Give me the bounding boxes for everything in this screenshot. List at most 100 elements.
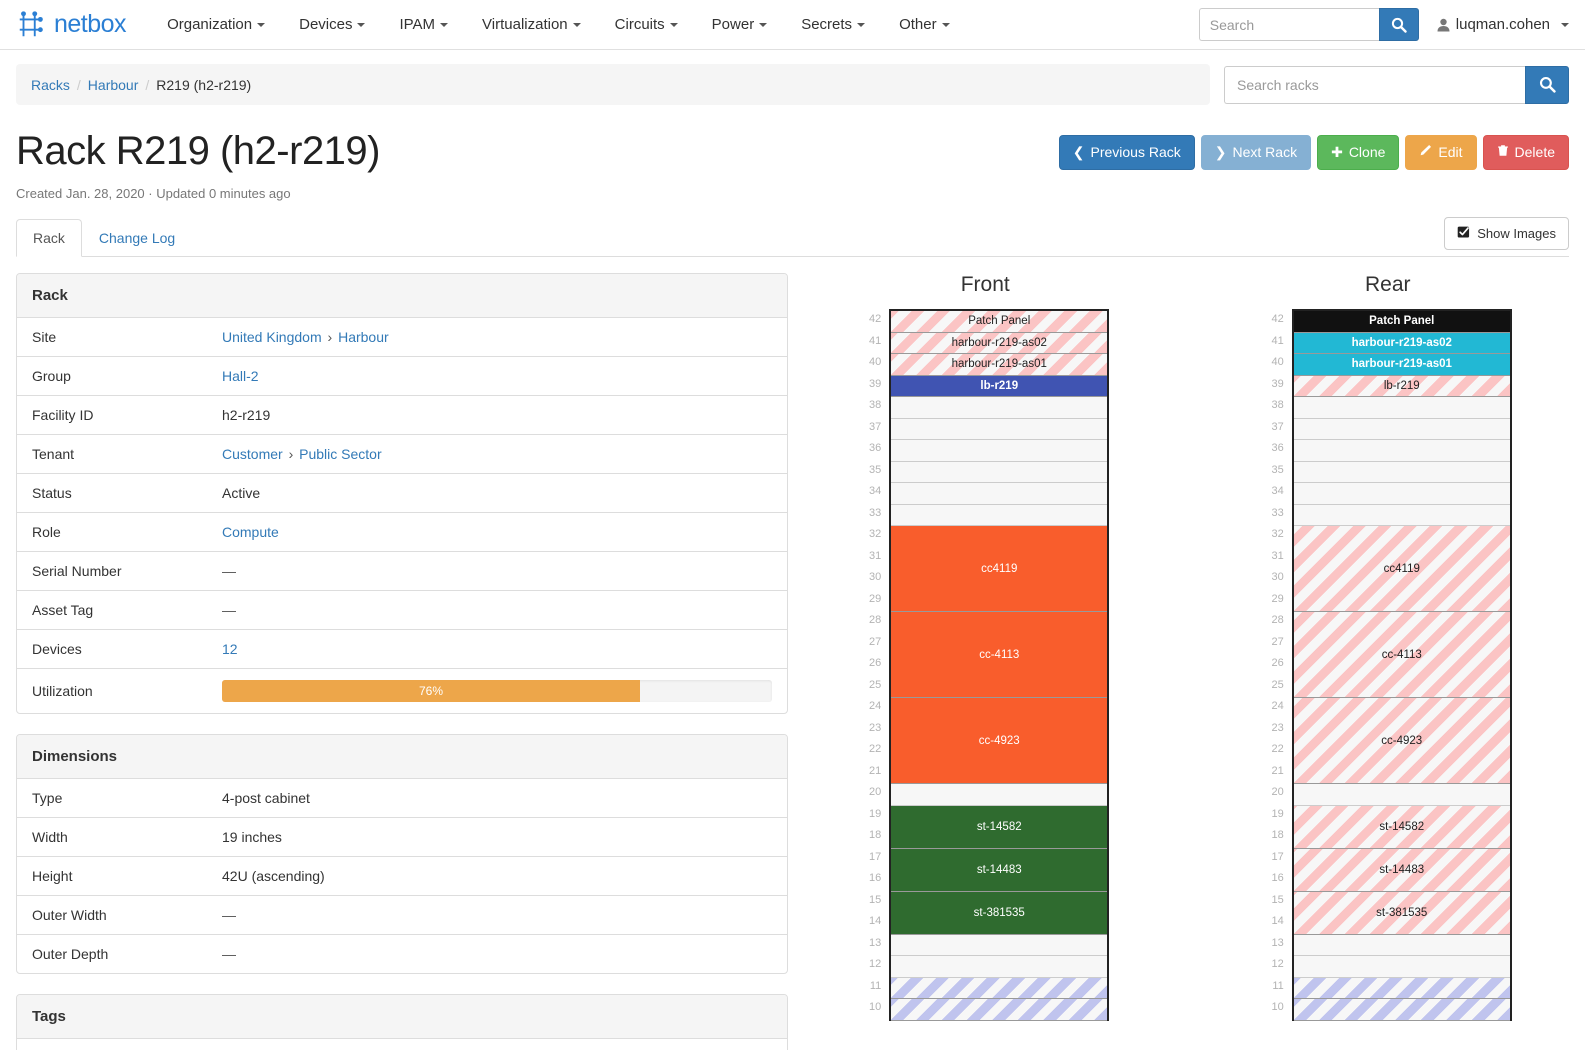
table-row: Serial Number —: [17, 551, 787, 591]
rack-unit-empty[interactable]: [1293, 418, 1510, 440]
row-value: Hall-2: [207, 356, 787, 396]
rack-device-slot[interactable]: [1293, 999, 1510, 1021]
show-images-button[interactable]: Show Images: [1444, 217, 1569, 250]
top-navbar: netbox Organization Devices IPAM Virtual…: [0, 0, 1585, 50]
clone-button[interactable]: ✚ Clone: [1317, 135, 1400, 170]
tags-panel-heading: Tags: [17, 995, 787, 1039]
global-search-input[interactable]: [1198, 8, 1379, 41]
rack-unit-empty[interactable]: [891, 397, 1108, 419]
rack-device-label: cc4119: [981, 562, 1018, 575]
rack-device-slot[interactable]: cc-4923: [1293, 698, 1510, 784]
delete-label: Delete: [1514, 144, 1555, 160]
search-icon: [1539, 76, 1556, 93]
rack-device-slot[interactable]: lb-r219: [891, 375, 1108, 397]
tab-rack[interactable]: Rack: [16, 219, 82, 257]
rack-device-slot[interactable]: Patch Panel: [1293, 311, 1510, 333]
user-menu[interactable]: luqman.cohen: [1437, 16, 1569, 33]
rack-device-slot[interactable]: st-14582: [891, 805, 1108, 849]
rack-unit-empty[interactable]: [891, 956, 1108, 978]
devices-count-link[interactable]: 12: [222, 641, 238, 657]
rack-unit-empty[interactable]: [891, 440, 1108, 462]
rack-unit-empty[interactable]: [891, 784, 1108, 806]
rack-device-slot[interactable]: lb-r219: [1293, 375, 1510, 397]
group-link[interactable]: Hall-2: [222, 368, 259, 384]
rack-device-slot[interactable]: st-14483: [1293, 848, 1510, 892]
rack-device-slot[interactable]: harbour-r219-as02: [891, 332, 1108, 354]
rack-device-slot[interactable]: cc-4113: [891, 612, 1108, 698]
rack-unit-empty[interactable]: [891, 934, 1108, 956]
nav-item-circuits[interactable]: Circuits: [598, 8, 695, 41]
rack-device-slot[interactable]: cc4119: [1293, 526, 1510, 612]
rack-device-slot[interactable]: st-14582: [1293, 805, 1510, 849]
nav-item-other[interactable]: Other: [882, 8, 967, 41]
rack-search-button[interactable]: [1525, 65, 1569, 104]
site-region-link[interactable]: United Kingdom: [222, 329, 322, 345]
nav-item-virtualization[interactable]: Virtualization: [465, 8, 598, 41]
table-row: Outer Depth —: [17, 934, 787, 973]
brand-logo-link[interactable]: netbox: [16, 10, 127, 40]
tab-change-log[interactable]: Change Log: [98, 230, 176, 246]
rack-device-slot[interactable]: [891, 977, 1108, 999]
rack-unit-empty[interactable]: [891, 504, 1108, 526]
tags-panel: Tags No tags assigned: [16, 994, 788, 1050]
site-link[interactable]: Harbour: [338, 329, 389, 345]
rack-unit-empty[interactable]: [891, 483, 1108, 505]
breadcrumb-site[interactable]: Harbour: [87, 76, 139, 93]
rack-unit-empty[interactable]: [1293, 461, 1510, 483]
edit-button[interactable]: Edit: [1405, 135, 1477, 170]
rack-device-slot[interactable]: cc-4923: [891, 698, 1108, 784]
nav-item-devices[interactable]: Devices: [282, 8, 382, 41]
rack-device-slot[interactable]: harbour-r219-as01: [1293, 354, 1510, 376]
rack-unit-number: 18: [1271, 829, 1284, 841]
rack-unit-empty[interactable]: [1293, 934, 1510, 956]
tenant-group-link[interactable]: Customer: [222, 446, 283, 462]
global-search: [1198, 8, 1419, 41]
edit-label: Edit: [1438, 144, 1463, 160]
rack-unit-empty[interactable]: [1293, 504, 1510, 526]
nav-item-power[interactable]: Power: [695, 8, 785, 41]
nav-item-organization[interactable]: Organization: [150, 8, 282, 41]
breadcrumb-racks[interactable]: Racks: [31, 76, 70, 93]
rack-device-slot[interactable]: harbour-r219-as02: [1293, 332, 1510, 354]
rack-unit-number: 20: [1271, 786, 1284, 798]
row-value: Compute: [207, 512, 787, 552]
rack-device-label: cc-4113: [1381, 648, 1422, 661]
next-rack-button[interactable]: ❯ Next Rack: [1200, 135, 1312, 170]
rack-device-slot[interactable]: harbour-r219-as01: [891, 354, 1108, 376]
delete-button[interactable]: Delete: [1482, 135, 1569, 170]
rack-device-slot[interactable]: cc-4113: [1293, 612, 1510, 698]
rack-unit-number: 21: [869, 764, 882, 777]
global-search-button[interactable]: [1378, 8, 1419, 41]
table-row: Height 42U (ascending): [17, 856, 787, 896]
nav-item-secrets[interactable]: Secrets: [784, 8, 882, 41]
rack-search-input[interactable]: [1224, 65, 1525, 104]
rack-device-slot[interactable]: cc4119: [891, 526, 1108, 612]
user-name: luqman.cohen: [1455, 16, 1550, 33]
rack-device-slot[interactable]: [1293, 977, 1510, 999]
breadcrumb-separator: /: [76, 76, 81, 93]
tenant-link[interactable]: Public Sector: [299, 446, 382, 462]
nav-label: Power: [711, 16, 755, 33]
rack-device-slot[interactable]: st-14483: [891, 848, 1108, 892]
rack-device-slot[interactable]: [891, 999, 1108, 1021]
role-link[interactable]: Compute: [222, 524, 279, 540]
rack-unit-empty[interactable]: [1293, 956, 1510, 978]
rack-unit-number: 24: [1271, 700, 1284, 712]
rack-unit-empty[interactable]: [891, 418, 1108, 440]
rack-device-slot[interactable]: st-381535: [891, 891, 1108, 935]
rack-unit-empty[interactable]: [1293, 784, 1510, 806]
nav-item-ipam[interactable]: IPAM: [382, 8, 465, 41]
previous-rack-button[interactable]: ❮ Previous Rack: [1058, 135, 1195, 170]
rack-device-slot[interactable]: st-381535: [1293, 891, 1510, 935]
row-key: Outer Depth: [17, 934, 207, 973]
rack-unit-empty[interactable]: [1293, 483, 1510, 505]
rack-unit-number: 19: [1271, 807, 1284, 820]
table-row: Role Compute: [17, 512, 787, 552]
rack-unit-empty[interactable]: [1293, 397, 1510, 419]
rack-unit-empty[interactable]: [891, 461, 1108, 483]
rack-device-slot[interactable]: Patch Panel: [891, 311, 1108, 333]
rack-unit-empty[interactable]: [1293, 440, 1510, 462]
facility-id-value: h2-r219: [207, 395, 787, 435]
rack-unit-number: 33: [869, 506, 882, 519]
rack-device-label: cc4119: [1383, 562, 1420, 575]
